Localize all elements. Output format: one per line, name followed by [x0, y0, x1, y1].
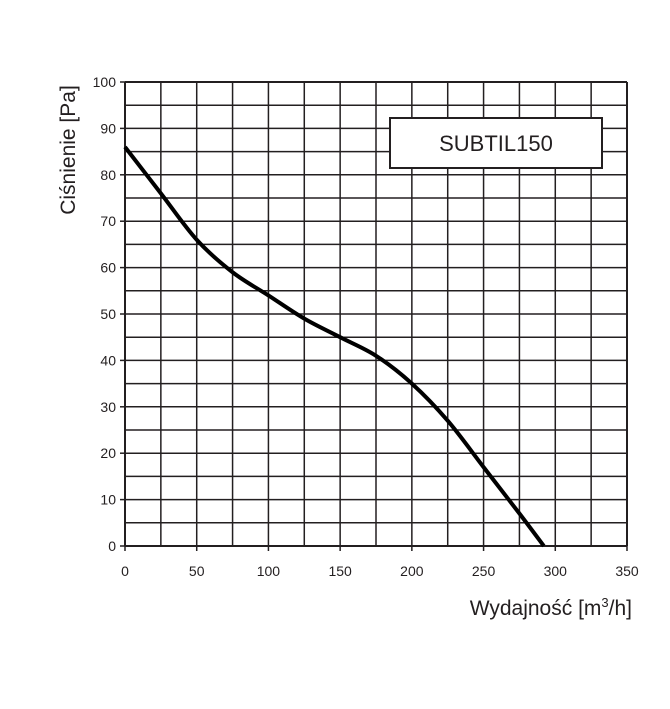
y-tick-label: 10: [100, 492, 116, 508]
legend: SUBTIL150: [389, 117, 603, 169]
y-tick-label: 0: [108, 538, 116, 554]
x-tick-label: 250: [472, 563, 496, 579]
y-tick-label: 30: [100, 399, 116, 415]
y-tick-label: 90: [100, 120, 116, 136]
y-tick-label: 40: [100, 352, 116, 368]
x-axis-label-main: Wydajność [m: [470, 597, 602, 620]
y-tick-label: 50: [100, 306, 116, 322]
y-tick-label: 100: [93, 74, 117, 90]
x-tick-label: 50: [189, 563, 205, 579]
y-axis-label: Ciśnienie [Pa]: [57, 85, 80, 215]
y-tick-label: 80: [100, 167, 116, 183]
x-axis-label-tail: /h]: [609, 597, 632, 620]
legend-box: [389, 117, 603, 169]
series: [123, 145, 546, 548]
x-tick-label: 100: [257, 563, 281, 579]
y-tick-label: 70: [100, 213, 116, 229]
x-tick-label: 350: [615, 563, 639, 579]
y-tick-label: 20: [100, 445, 116, 461]
x-axis-label-superscript: 3: [601, 595, 608, 610]
legend-label: SUBTIL150: [439, 131, 553, 156]
series-line-subtil150: [123, 145, 546, 548]
x-tick-label: 300: [544, 563, 568, 579]
x-tick-label: 150: [328, 563, 352, 579]
x-axis-label: Wydajność [m3/h]: [470, 595, 632, 620]
y-tick-label: 60: [100, 260, 116, 276]
x-tick-label: 0: [121, 563, 129, 579]
x-tick-label: 200: [400, 563, 424, 579]
tick-labels: 0 10 20 30 40 50 60 70 80 90 100 0 50 100 150 200 250 300…: [93, 74, 639, 579]
